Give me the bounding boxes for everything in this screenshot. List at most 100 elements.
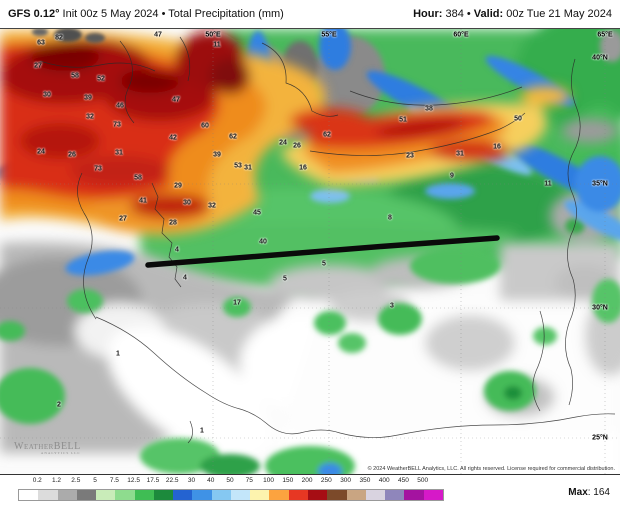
colorbar-tick-label: 100 <box>263 477 274 484</box>
precip-value-label: 58 <box>134 174 142 182</box>
colorbar-cell <box>134 490 154 500</box>
colorbar-cell <box>57 490 77 500</box>
graticule-label: 25°N <box>592 434 608 442</box>
precip-value-label: 31 <box>115 149 123 157</box>
colorbar-tick-label: 500 <box>417 477 429 484</box>
precip-value-label: 30 <box>43 91 51 99</box>
separator-dot: • <box>466 8 471 20</box>
precip-value-label: 39 <box>84 94 92 102</box>
precip-value-label: 28 <box>169 219 177 227</box>
precip-value-label: 8 <box>388 214 392 222</box>
valid-label: Valid: <box>473 8 504 20</box>
precip-value-label: 16 <box>299 164 307 172</box>
colorbar-tick-label: 1.2 <box>52 477 62 484</box>
colorbar-tick-label: 300 <box>340 477 352 484</box>
watermark-subtext: ANALYTICS LLC <box>40 451 81 455</box>
graticule-label: 65°E <box>597 31 613 39</box>
colorbar-tick-label: 150 <box>282 477 294 484</box>
scattered-showers <box>0 218 620 474</box>
precip-value-label: 52 <box>97 75 105 83</box>
map-title: GFS 0.12° Init 00z 5 May 2024 • Total Pr… <box>8 8 284 20</box>
colorbar-cell <box>76 490 97 500</box>
colorbar-tick-label: 12.5 <box>127 477 140 484</box>
colorbar-cell <box>346 490 366 500</box>
colorbar-tick-label: 22.5 <box>165 477 179 484</box>
precip-value-label: 5 <box>283 275 287 283</box>
dark-gray-blobs <box>32 29 105 43</box>
precip-value-label: 24 <box>279 139 287 147</box>
precip-value-label: 4 <box>175 246 179 254</box>
watermark-text: WeatherBELL <box>14 441 81 452</box>
colorbar-tick-label: 40 <box>207 477 215 484</box>
precip-value-label: 24 <box>37 148 45 156</box>
colorbar-cell <box>153 490 174 500</box>
colorbar-cell <box>288 490 308 500</box>
graticule-label: 55°E <box>321 31 337 39</box>
precip-value-label: 5 <box>322 260 326 268</box>
colorbar-cell <box>230 490 251 500</box>
precip-value-label: 11 <box>544 180 552 188</box>
precip-value-label: 32 <box>86 113 94 121</box>
precip-value-label: 73 <box>113 121 121 129</box>
colorbar-cell <box>423 490 443 500</box>
colorbar-cell <box>327 490 347 500</box>
colorbar-tick-label: 17.5 <box>146 477 160 484</box>
colorbar-cell <box>19 490 39 500</box>
colorbar-cell <box>385 490 405 500</box>
precip-value-label: 2 <box>57 401 61 409</box>
precip-value-label: 42 <box>169 134 177 142</box>
map-graphic <box>0 29 620 474</box>
precip-value-label: 60 <box>201 122 209 130</box>
init-subtitle: Init 00z 5 May 2024 • Total Precipitatio… <box>59 8 284 20</box>
precip-value-label: 38 <box>425 105 433 113</box>
colorbar-cell <box>192 490 212 500</box>
graticule-lines <box>0 29 620 474</box>
colorbar-tick-label: 2.5 <box>71 477 81 484</box>
max-value: : 164 <box>587 487 610 498</box>
max-value-readout: Max: 164 <box>568 487 610 498</box>
heavy-precip-warm-mass <box>0 30 570 235</box>
colorbar-tick-label: 200 <box>301 477 313 484</box>
precip-value-label: 62 <box>229 133 237 141</box>
graticule-label: 40°N <box>592 54 608 62</box>
colorbar-cell <box>250 490 270 500</box>
precip-value-label: 62 <box>323 131 331 139</box>
copyright-notice: © 2024 WeatherBELL Analytics, LLC. All r… <box>364 465 618 473</box>
colorbar <box>18 489 444 501</box>
valid-time-block: Hour: 384 • Valid: 00z Tue 21 May 2024 <box>413 8 612 20</box>
precip-value-label: 82 <box>55 34 63 42</box>
graticule-label: 50°E <box>205 31 221 39</box>
precip-value-label: 51 <box>399 116 407 124</box>
precip-value-label: 26 <box>68 151 76 159</box>
precip-value-label: 73 <box>94 165 102 173</box>
precip-value-label: 11 <box>213 41 221 49</box>
precip-value-label: 46 <box>116 102 124 110</box>
colorbar-cell <box>115 490 135 500</box>
hour-label: Hour: <box>413 8 443 20</box>
graticule-label: 35°N <box>592 180 608 188</box>
precip-value-label: 29 <box>174 182 182 190</box>
precip-value-label: 16 <box>493 143 501 151</box>
precip-value-label: 3 <box>390 302 394 310</box>
legend-bar: 0.2 1.2 2.5 5 7.5 12.5 17.5 22.5 30 40 50 75 100 150 2… <box>0 475 620 509</box>
colorbar-tick-labels: 0.2 1.2 2.5 5 7.5 12.5 17.5 22.5 30 40 50 75 100 150 2… <box>18 477 442 487</box>
precip-value-label: 31 <box>244 164 252 172</box>
precip-value-label: 50 <box>514 115 522 123</box>
hour-value: 384 <box>445 8 464 20</box>
colorbar-cell <box>38 490 58 500</box>
colorbar-tick-label: 250 <box>320 477 332 484</box>
precip-value-label: 53 <box>234 162 242 170</box>
colorbar-tick-label: 450 <box>398 477 409 484</box>
value-labels-layer: 63 82 47 11 27 58 52 30 39 47 46 32 73 60 62 42 62 38 51 50… <box>0 29 620 474</box>
precip-value-label: 45 <box>253 209 261 217</box>
precip-value-label: 30 <box>183 199 191 207</box>
colorbar-cell <box>404 490 424 500</box>
precip-value-label: 40 <box>259 238 267 246</box>
header-bar: GFS 0.12° Init 00z 5 May 2024 • Total Pr… <box>0 0 620 28</box>
model-name: GFS 0.12° <box>8 8 60 20</box>
colorbar-cell <box>211 490 231 500</box>
colorbar-cell <box>365 490 386 500</box>
colorbar-tick-label: 50 <box>226 477 234 484</box>
colorbar-cell <box>269 490 289 500</box>
colorbar-tick-label: 75 <box>245 477 253 484</box>
